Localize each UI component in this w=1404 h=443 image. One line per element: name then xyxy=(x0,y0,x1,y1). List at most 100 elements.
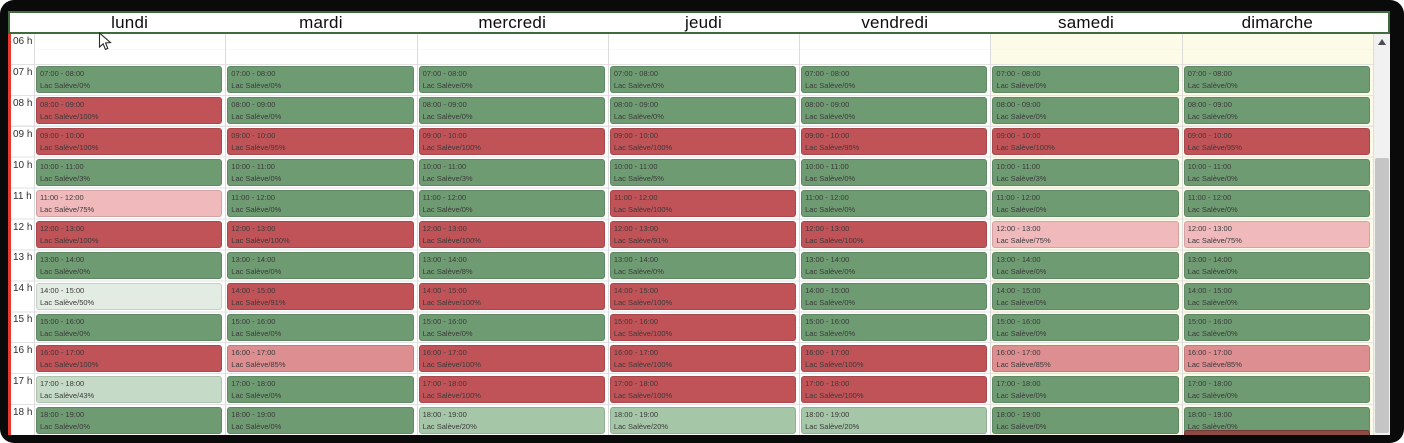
event-cell[interactable]: 17:00 - 18:00 Lac Salève/43% xyxy=(36,375,223,403)
event-cell[interactable]: 16:00 - 17:00 Lac Salève/85% xyxy=(227,344,414,372)
event-cell[interactable]: 16:00 - 17:00 Lac Salève/100% xyxy=(418,344,605,372)
event-cell[interactable]: 12:00 - 13:00 Lac Salève/100% xyxy=(36,221,223,249)
event-cell[interactable]: 08:00 - 09:00 Lac Salève/0% xyxy=(418,97,605,125)
hour-label: 17 h xyxy=(13,376,33,388)
cutoff-next-event[interactable] xyxy=(1183,430,1370,435)
event-cell[interactable]: 07:00 - 08:00 Lac Salève/0% xyxy=(992,66,1179,94)
event-cell[interactable]: 13:00 - 14:00 Lac Salève/0% xyxy=(992,251,1179,279)
event-cell[interactable]: 10:00 - 11:00 Lac Salève/0% xyxy=(1183,159,1370,187)
event-cell[interactable]: 13:00 - 14:00 Lac Salève/0% xyxy=(227,251,414,279)
event-title: Lac Salève/0% xyxy=(1187,328,1238,338)
event-cell[interactable]: 07:00 - 08:00 Lac Salève/0% xyxy=(227,66,414,94)
event-cell[interactable]: 15:00 - 16:00 Lac Salève/0% xyxy=(227,313,414,341)
event-cell[interactable]: 17:00 - 18:00 Lac Salève/0% xyxy=(992,375,1179,403)
event-cell[interactable]: 09:00 - 10:00 Lac Salève/100% xyxy=(418,128,605,156)
event-cell[interactable]: 18:00 - 19:00 Lac Salève/0% xyxy=(227,406,414,434)
event-cell[interactable]: 17:00 - 18:00 Lac Salève/100% xyxy=(418,375,605,403)
event-cell[interactable]: 15:00 - 16:00 Lac Salève/0% xyxy=(1183,313,1370,341)
event-time: 15:00 - 16:00 xyxy=(996,316,1041,326)
event-title: Lac Salève/0% xyxy=(231,266,282,276)
event-title: Lac Salève/100% xyxy=(422,359,481,369)
event-cell[interactable]: 16:00 - 17:00 Lac Salève/100% xyxy=(801,344,988,372)
hour-label: 11 h xyxy=(13,190,32,202)
event-cell[interactable]: 14:00 - 15:00 Lac Salève/100% xyxy=(418,282,605,310)
event-cell[interactable]: 18:00 - 19:00 Lac Salève/0% xyxy=(36,406,223,434)
event-cell[interactable]: 12:00 - 13:00 Lac Salève/75% xyxy=(992,221,1179,249)
event-cell[interactable]: 10:00 - 11:00 Lac Salève/3% xyxy=(36,159,223,187)
event-cell[interactable]: 08:00 - 09:00 Lac Salève/0% xyxy=(992,97,1179,125)
event-cell[interactable]: 11:00 - 12:00 Lac Salève/0% xyxy=(418,190,605,218)
event-cell[interactable]: 11:00 - 12:00 Lac Salève/0% xyxy=(992,190,1179,218)
scrollbar-thumb[interactable] xyxy=(1375,158,1389,433)
event-cell[interactable]: 08:00 - 09:00 Lac Salève/0% xyxy=(609,97,797,125)
event-cell[interactable]: 11:00 - 12:00 Lac Salève/75% xyxy=(36,190,223,218)
event-cell[interactable]: 10:00 - 11:00 Lac Salève/0% xyxy=(227,159,414,187)
event-cell[interactable]: 08:00 - 09:00 Lac Salève/0% xyxy=(227,97,414,125)
event-cell[interactable]: 08:00 - 09:00 Lac Salève/100% xyxy=(36,97,223,125)
event-cell[interactable]: 09:00 - 10:00 Lac Salève/100% xyxy=(992,128,1179,156)
event-cell[interactable]: 16:00 - 17:00 Lac Salève/100% xyxy=(609,344,797,372)
event-cell[interactable]: 09:00 - 10:00 Lac Salève/95% xyxy=(227,128,414,156)
event-cell[interactable]: 14:00 - 15:00 Lac Salève/50% xyxy=(36,282,223,310)
event-cell[interactable]: 08:00 - 09:00 Lac Salève/0% xyxy=(801,97,988,125)
event-cell[interactable]: 18:00 - 19:00 Lac Salève/20% xyxy=(418,406,605,434)
event-cell[interactable]: 07:00 - 08:00 Lac Salève/0% xyxy=(801,66,988,94)
event-cell[interactable]: 13:00 - 14:00 Lac Salève/0% xyxy=(801,251,988,279)
event-cell[interactable]: 12:00 - 13:00 Lac Salève/100% xyxy=(227,221,414,249)
event-title: Lac Salève/0% xyxy=(40,81,91,91)
event-cell[interactable]: 13:00 - 14:00 Lac Salève/8% xyxy=(418,251,605,279)
event-cell[interactable]: 16:00 - 17:00 Lac Salève/100% xyxy=(36,344,223,372)
event-cell[interactable]: 10:00 - 11:00 Lac Salève/3% xyxy=(992,159,1179,187)
event-cell[interactable]: 09:00 - 10:00 Lac Salève/95% xyxy=(1183,128,1370,156)
event-cell[interactable]: 13:00 - 14:00 Lac Salève/0% xyxy=(36,251,223,279)
event-cell[interactable]: 14:00 - 15:00 Lac Salève/100% xyxy=(609,282,797,310)
event-cell[interactable]: 16:00 - 17:00 Lac Salève/85% xyxy=(992,344,1179,372)
vertical-scrollbar[interactable] xyxy=(1373,34,1390,435)
event-cell[interactable]: 08:00 - 09:00 Lac Salève/0% xyxy=(1183,97,1370,125)
event-cell[interactable]: 15:00 - 16:00 Lac Salève/100% xyxy=(609,313,797,341)
event-cell[interactable]: 12:00 - 13:00 Lac Salève/91% xyxy=(609,221,797,249)
event-cell[interactable]: 09:00 - 10:00 Lac Salève/100% xyxy=(609,128,797,156)
event-cell[interactable]: 15:00 - 16:00 Lac Salève/0% xyxy=(992,313,1179,341)
event-cell[interactable]: 09:00 - 10:00 Lac Salève/95% xyxy=(801,128,988,156)
event-cell[interactable]: 10:00 - 11:00 Lac Salève/0% xyxy=(801,159,988,187)
event-cell[interactable]: 15:00 - 16:00 Lac Salève/0% xyxy=(36,313,223,341)
event-cell[interactable]: 14:00 - 15:00 Lac Salève/0% xyxy=(1183,282,1370,310)
event-cell[interactable]: 13:00 - 14:00 Lac Salève/0% xyxy=(1183,251,1370,279)
event-cell[interactable]: 18:00 - 19:00 Lac Salève/0% xyxy=(992,406,1179,434)
event-cell[interactable]: 11:00 - 12:00 Lac Salève/0% xyxy=(801,190,988,218)
event-cell[interactable]: 15:00 - 16:00 Lac Salève/0% xyxy=(418,313,605,341)
event-time: 16:00 - 17:00 xyxy=(1187,347,1232,357)
event-cell[interactable]: 12:00 - 13:00 Lac Salève/75% xyxy=(1183,221,1370,249)
event-cell[interactable]: 14:00 - 15:00 Lac Salève/0% xyxy=(992,282,1179,310)
event-cell[interactable]: 14:00 - 15:00 Lac Salève/91% xyxy=(227,282,414,310)
event-title: Lac Salève/0% xyxy=(996,81,1047,91)
event-cell[interactable]: 11:00 - 12:00 Lac Salève/100% xyxy=(609,190,797,218)
event-cell[interactable]: 07:00 - 08:00 Lac Salève/0% xyxy=(418,66,605,94)
event-cell[interactable]: 12:00 - 13:00 Lac Salève/100% xyxy=(801,221,988,249)
event-cell[interactable]: 18:00 - 19:00 Lac Salève/0% xyxy=(1183,406,1370,434)
event-cell[interactable]: 16:00 - 17:00 Lac Salève/85% xyxy=(1183,344,1370,372)
event-cell[interactable]: 09:00 - 10:00 Lac Salève/100% xyxy=(36,128,223,156)
event-cell[interactable]: 12:00 - 13:00 Lac Salève/100% xyxy=(418,221,605,249)
event-cell[interactable]: 14:00 - 15:00 Lac Salève/0% xyxy=(801,282,988,310)
event-cell[interactable]: 11:00 - 12:00 Lac Salève/0% xyxy=(1183,190,1370,218)
event-cell[interactable]: 07:00 - 08:00 Lac Salève/0% xyxy=(1183,66,1370,94)
event-cell[interactable]: 15:00 - 16:00 Lac Salève/0% xyxy=(801,313,988,341)
event-cell[interactable]: 17:00 - 18:00 Lac Salève/100% xyxy=(801,375,988,403)
event-cell[interactable]: 17:00 - 18:00 Lac Salève/100% xyxy=(609,375,797,403)
event-cell[interactable]: 17:00 - 18:00 Lac Salève/0% xyxy=(1183,375,1370,403)
event-cell[interactable]: 07:00 - 08:00 Lac Salève/0% xyxy=(36,66,223,94)
scroll-up-button[interactable] xyxy=(1374,34,1390,50)
event-cell[interactable]: 18:00 - 19:00 Lac Salève/20% xyxy=(801,406,988,434)
event-cell[interactable]: 10:00 - 11:00 Lac Salève/3% xyxy=(418,159,605,187)
event-cell[interactable]: 17:00 - 18:00 Lac Salève/0% xyxy=(227,375,414,403)
event-cell[interactable]: 13:00 - 14:00 Lac Salève/0% xyxy=(609,251,797,279)
event-title: Lac Salève/0% xyxy=(996,328,1047,338)
event-cell[interactable]: 07:00 - 08:00 Lac Salève/0% xyxy=(609,66,797,94)
event-cell[interactable]: 18:00 - 19:00 Lac Salève/20% xyxy=(609,406,797,434)
event-cell[interactable]: 11:00 - 12:00 Lac Salève/0% xyxy=(227,190,414,218)
event-cell[interactable]: 10:00 - 11:00 Lac Salève/5% xyxy=(609,159,797,187)
event-time: 12:00 - 13:00 xyxy=(40,224,85,234)
